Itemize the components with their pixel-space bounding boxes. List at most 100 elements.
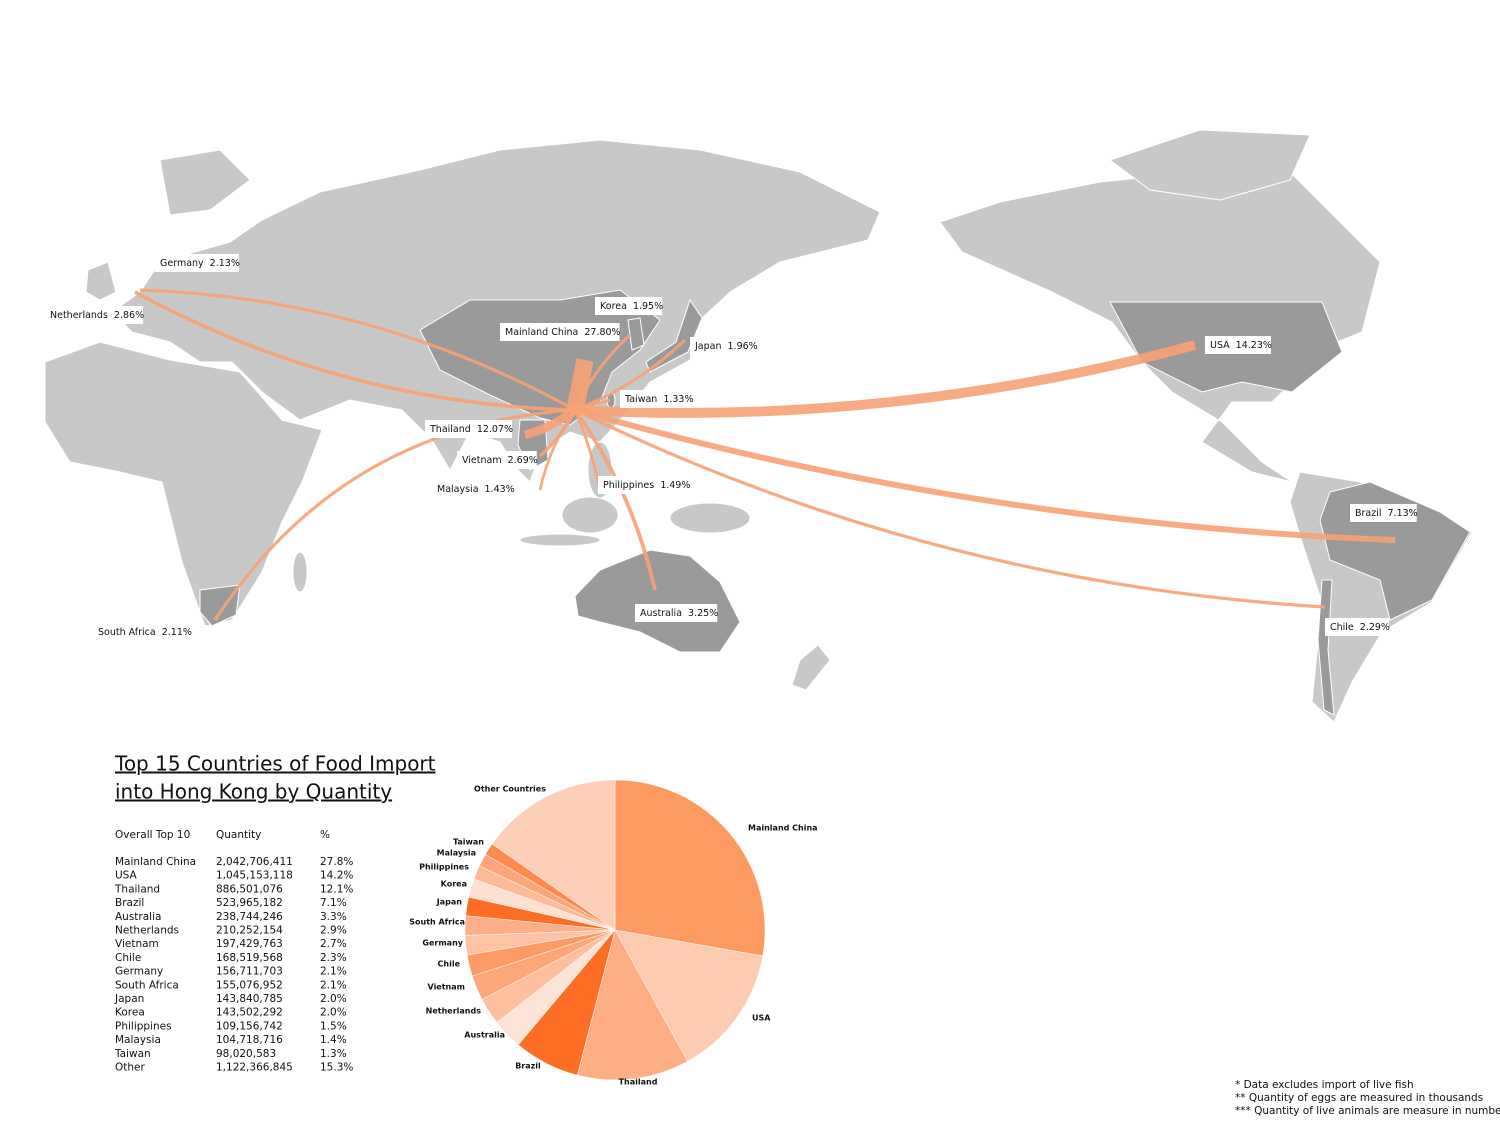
pie-slice — [576, 929, 688, 1081]
country-name: Chile — [1330, 622, 1354, 633]
country-name: Philippines — [603, 480, 654, 491]
label-box — [45, 306, 144, 324]
label-box — [635, 604, 718, 622]
map-label: Thailand 12.07% — [425, 420, 513, 438]
land — [1108, 129, 1311, 201]
land — [85, 261, 117, 301]
label-box — [598, 476, 690, 494]
label-text: USA 14.23% — [1210, 340, 1272, 351]
label-text: Vietnam 2.69% — [462, 455, 538, 466]
share-label: 1.96% — [728, 341, 758, 352]
table-cell: 523,965,182 — [216, 897, 283, 909]
map-label: Germany 2.13% — [155, 254, 240, 272]
table-title: Top 15 Countries of Food Import — [114, 752, 436, 776]
flow-arrow — [573, 333, 632, 411]
share-label: 3.25% — [688, 608, 718, 619]
flow-arrow — [574, 398, 611, 412]
label-box — [1350, 504, 1417, 522]
share-label: 2.11% — [162, 627, 192, 638]
pie-label: Taiwan — [453, 838, 484, 847]
pie-chart: Mainland China USA Thailand Brazil Australia… — [409, 779, 818, 1087]
share-label: 12.07% — [477, 424, 513, 435]
table-cell: 109,156,742 — [216, 1020, 283, 1032]
country-name: South Africa — [98, 627, 156, 638]
flow-arrow — [574, 340, 1197, 418]
highlighted-country — [627, 317, 645, 351]
pie-label: Japan — [436, 898, 463, 907]
table-cell: Mainland China — [115, 856, 196, 868]
label-text: Brazil 7.13% — [1355, 508, 1418, 519]
country-name: Korea — [600, 301, 627, 312]
share-label: 1.43% — [485, 484, 515, 495]
table-cell: 15.3% — [320, 1062, 353, 1074]
land — [44, 341, 323, 627]
flow-arrow — [574, 408, 1326, 609]
pie-label: USA — [752, 1014, 771, 1023]
table-cell: 2.3% — [320, 952, 347, 964]
table-cell: 238,744,246 — [216, 911, 283, 923]
flows — [134, 288, 1396, 621]
table-cell: 2.0% — [320, 1007, 347, 1019]
map-label: Korea 1.95% — [595, 297, 663, 315]
flow-arrow — [574, 407, 1396, 543]
land — [561, 496, 619, 534]
map-label: Mainland China 27.80% — [500, 323, 621, 341]
flow-arrow — [134, 290, 576, 412]
table-cell: 12.1% — [320, 883, 353, 895]
country-name: Germany — [160, 258, 204, 269]
table-cell: Taiwan — [114, 1048, 151, 1060]
table-title: into Hong Kong by Quantity — [115, 780, 392, 804]
pie-label: Mainland China — [748, 824, 818, 833]
table-cell: Vietnam — [115, 938, 159, 950]
table-cell: Malaysia — [115, 1034, 161, 1046]
footnote: * Data excludes import of live fish — [1235, 1079, 1414, 1091]
table-cell: Chile — [115, 952, 141, 964]
pie-label: Brazil — [515, 1062, 541, 1071]
highlighted-country — [645, 298, 703, 373]
land — [669, 502, 751, 534]
table-cell: 27.8% — [320, 856, 353, 868]
label-text: Australia 3.25% — [640, 608, 718, 619]
map-label: Malaysia 1.43% — [432, 480, 515, 498]
world-map — [44, 129, 1473, 723]
label-box — [425, 420, 513, 438]
label-box — [1205, 336, 1271, 354]
land — [292, 551, 308, 593]
share-label: 2.86% — [114, 310, 144, 321]
map-label: Vietnam 2.69% — [457, 451, 538, 469]
table-cell: Korea — [115, 1007, 145, 1019]
map-label: Netherlands 2.86% — [45, 306, 144, 324]
table-cell: Australia — [115, 911, 161, 923]
table: Overall Top 10 Quantity % Mainland China 2,0… — [114, 829, 353, 1074]
label-text: Thailand 12.07% — [429, 424, 513, 435]
table-cell: 2.0% — [320, 993, 347, 1005]
highlighted-country — [199, 584, 241, 627]
label-text: Philippines 1.49% — [603, 480, 690, 491]
table-cell: 210,252,154 — [216, 925, 283, 937]
map-label: Japan 1.96% — [690, 337, 758, 355]
map-label: Philippines 1.49% — [598, 476, 690, 494]
label-box — [93, 623, 191, 641]
label-box — [1325, 618, 1389, 636]
share-label: 1.33% — [663, 394, 693, 405]
table-cell: 2.9% — [320, 925, 347, 937]
table-cell: USA — [115, 870, 138, 882]
label-box — [500, 323, 620, 341]
table-cell: 1.5% — [320, 1020, 347, 1032]
map-label: Australia 3.25% — [635, 604, 718, 622]
map-label: Chile 2.29% — [1325, 618, 1390, 636]
label-text: Taiwan 1.33% — [624, 394, 694, 405]
pie-label: South Africa — [409, 918, 465, 927]
map-label: Brazil 7.13% — [1350, 504, 1418, 522]
highlighted-country — [1317, 579, 1335, 716]
table-cell: 2,042,706,411 — [216, 856, 293, 868]
pie-label: Other Countries — [474, 785, 546, 794]
table-cell: 143,840,785 — [216, 993, 283, 1005]
label-box — [155, 254, 239, 272]
country-name: Australia — [640, 608, 682, 619]
highlighted-country — [574, 549, 741, 653]
table-cell: 156,711,703 — [216, 966, 283, 978]
table-cell: 104,718,716 — [216, 1034, 283, 1046]
country-name: USA — [1210, 340, 1230, 351]
table-cell: 14.2% — [320, 870, 353, 882]
